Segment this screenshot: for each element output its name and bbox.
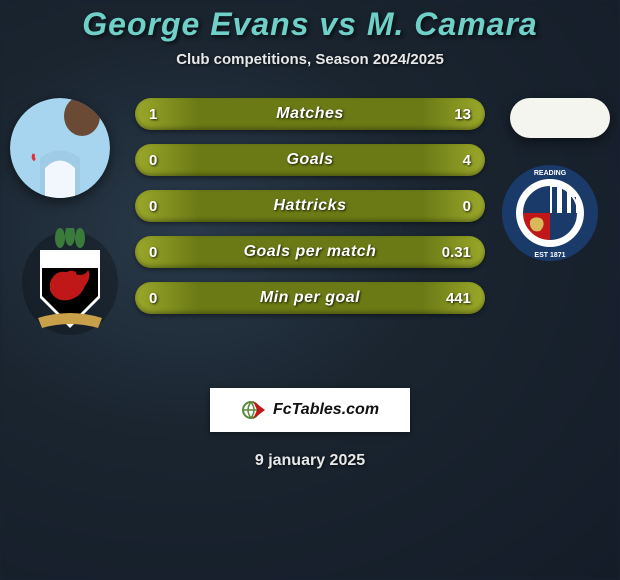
branding-text: FcTables.com: [273, 401, 379, 419]
stat-rows: 1 Matches 13 0 Goals 4 0 Hattricks 0 0 Goals per m…: [135, 98, 485, 328]
stat-label: Goals: [287, 151, 334, 169]
stat-row: 0 Min per goal 441: [135, 282, 485, 314]
stat-value-left: 0: [149, 152, 157, 169]
stat-label: Min per goal: [260, 289, 360, 307]
stat-value-left: 0: [149, 198, 157, 215]
branding-badge: FcTables.com: [210, 388, 410, 432]
stat-value-right: 0.31: [442, 244, 471, 261]
stat-value-right: 441: [446, 290, 471, 307]
stat-value-left: 1: [149, 106, 157, 123]
stat-label: Goals per match: [244, 243, 377, 261]
club-badge-left: [20, 228, 120, 338]
stat-row: 1 Matches 13: [135, 98, 485, 130]
stat-row: 0 Goals 4: [135, 144, 485, 176]
stat-row: 0 Goals per match 0.31: [135, 236, 485, 268]
date-text: 9 january 2025: [0, 452, 620, 470]
page-subtitle: Club competitions, Season 2024/2025: [0, 51, 620, 68]
club-right-est: EST 1871: [534, 252, 565, 259]
player-photo-left: [10, 98, 110, 198]
stat-label: Matches: [276, 105, 344, 123]
compare-area: READING EST 1871: [0, 98, 620, 358]
page-title: George Evans vs M. Camara: [0, 0, 620, 43]
stat-value-right: 13: [454, 106, 471, 123]
svg-text:READING: READING: [534, 170, 567, 177]
stat-value-right: 0: [463, 198, 471, 215]
stat-row: 0 Hattricks 0: [135, 190, 485, 222]
player-photo-left-img: [10, 98, 110, 198]
player-photo-right: [510, 98, 610, 138]
stat-value-left: 0: [149, 290, 157, 307]
stat-value-left: 0: [149, 244, 157, 261]
stat-value-right: 4: [463, 152, 471, 169]
content-root: George Evans vs M. Camara Club competiti…: [0, 0, 620, 580]
branding-icon: [241, 397, 267, 423]
stat-label: Hattricks: [274, 197, 347, 215]
club-badge-right: READING EST 1871: [500, 163, 600, 263]
